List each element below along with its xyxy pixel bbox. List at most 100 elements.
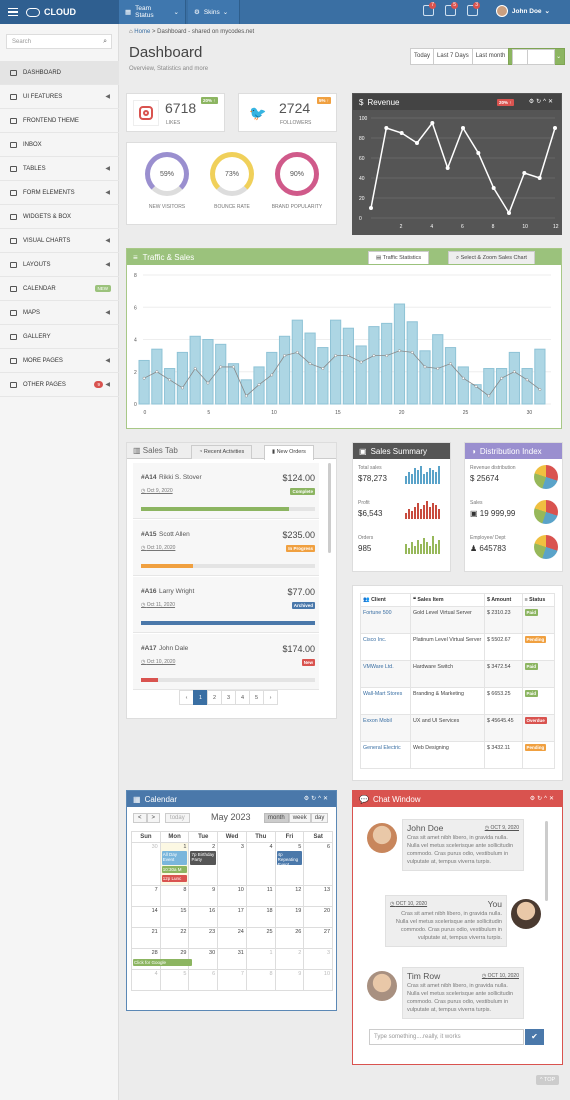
custom-button[interactable]: ▦ Custom ⌄ (508, 48, 566, 65)
calendar-day[interactable]: 26 (274, 927, 305, 949)
brand[interactable]: CLOUD (0, 0, 119, 24)
sidebar-item-layouts[interactable]: LAYOUTS ◀ (0, 253, 119, 277)
calendar-day[interactable]: 10 (303, 969, 334, 991)
calendar-day[interactable]: 5 (159, 969, 190, 991)
sidebar-item-visual-charts[interactable]: VISUAL CHARTS ◀ (0, 229, 119, 253)
messages-icon[interactable]: 5 (445, 2, 458, 16)
calendar-day[interactable]: 20 (303, 906, 334, 928)
calendar-day[interactable]: 5 4p Repeating Event (274, 842, 305, 886)
tab-new-orders[interactable]: ▮ New Orders (264, 445, 314, 460)
gauge-label[interactable]: BRAND POPULARITY (271, 204, 323, 210)
calendar-event[interactable]: 4p Repeating Event (276, 851, 303, 867)
sidebar-item-frontend-theme[interactable]: FRONTEND THEME (0, 109, 119, 133)
sidebar-item-maps[interactable]: MAPS ◀ (0, 301, 119, 325)
send-button[interactable]: ✔ (525, 1029, 544, 1045)
client-link[interactable]: Fortune 500 (360, 606, 411, 634)
notifications-icon[interactable]: 7 (423, 2, 436, 16)
calendar-day[interactable]: 9 (274, 969, 305, 991)
calendar-day[interactable]: 13 (303, 885, 334, 907)
prev-month-button[interactable]: < (133, 813, 147, 823)
order-row[interactable]: #A17 John Dale $174.00 ◷ Oct 10, 2020 New (133, 634, 319, 690)
search-input[interactable]: Search ⌕ (6, 34, 112, 49)
calendar-day[interactable]: 11 (245, 885, 276, 907)
page-4[interactable]: 4 (235, 690, 250, 705)
column-header[interactable]: ❝ Sales Item (410, 593, 485, 607)
calendar-day[interactable]: 22 (159, 927, 190, 949)
calendar-day[interactable]: 30 (188, 948, 219, 970)
tab-zoom-sales[interactable]: ⌕ Select & Zoom Sales Chart (448, 251, 535, 264)
scrollbar[interactable] (328, 463, 331, 553)
today-button[interactable]: today (165, 813, 190, 823)
order-row[interactable]: #A15 Scott Allen $235.00 ◷ Oct 10, 2020 In P… (133, 520, 319, 576)
client-link[interactable]: Exxon Mobil (360, 714, 411, 742)
sidebar-item-widgets-box[interactable]: WIDGETS & BOX (0, 205, 119, 229)
sidebar-item-gallery[interactable]: GALLERY (0, 325, 119, 349)
calendar-day[interactable]: 6 (188, 969, 219, 991)
calendar-event[interactable]: All Day Event (161, 851, 188, 865)
sender-name[interactable]: Tim Row (407, 971, 441, 981)
client-link[interactable]: VMWare Ltd. (360, 660, 411, 688)
sender-name[interactable]: John Doe (407, 823, 444, 833)
calendar-day[interactable]: 7 (217, 969, 247, 991)
panel-tools[interactable]: ⚙↻^✕ (529, 796, 556, 802)
month-view-button[interactable]: month (264, 813, 289, 823)
gauge-label[interactable]: BOUNCE RATE (214, 204, 250, 210)
sidebar-item-dashboard[interactable]: DASHBOARD (0, 61, 119, 85)
calendar-day[interactable]: 8 (159, 885, 190, 907)
panel-tools[interactable]: ⚙↻^✕ (303, 796, 330, 802)
calendar-day[interactable]: 28 Click for Google (131, 948, 192, 970)
user-menu[interactable]: John Doe ⌄ (495, 5, 550, 17)
calendar-day[interactable]: 23 (188, 927, 219, 949)
calendar-day[interactable]: 3 (217, 842, 247, 886)
page-1[interactable]: 1 (193, 690, 208, 705)
page-2[interactable]: 2 (207, 690, 222, 705)
calendar-event[interactable]: Click for Google (133, 959, 192, 966)
sidebar-item-inbox[interactable]: INBOX (0, 133, 119, 157)
tab-traffic-statistics[interactable]: ▤ Traffic Statistics (368, 251, 430, 264)
search-icon[interactable]: ⌕ (103, 38, 107, 45)
tab-recent-activities[interactable]: ◔ Recent Activities (191, 445, 253, 459)
page-6[interactable]: › (263, 690, 278, 705)
calendar-day[interactable]: 10 (217, 885, 247, 907)
chat-input[interactable]: Type something....really, it works (369, 1029, 524, 1045)
calendar-day[interactable]: 9 (188, 885, 219, 907)
calendar-day[interactable]: 4 (131, 969, 161, 991)
calendar-event[interactable]: 12p Lunc (161, 875, 188, 882)
sidebar-item-tables[interactable]: TABLES ◀ (0, 157, 119, 181)
calendar-day[interactable]: 15 (159, 906, 190, 928)
today-button[interactable]: Today (410, 48, 435, 65)
sidebar-item-ui-features[interactable]: UI FEATURES ◀ (0, 85, 119, 109)
sender-name[interactable]: You (487, 899, 502, 909)
week-view-button[interactable]: week (288, 813, 311, 823)
calendar-day[interactable]: 2 (274, 948, 305, 970)
calendar-day[interactable]: 19 (274, 906, 305, 928)
calendar-day[interactable]: 16 (188, 906, 219, 928)
last-month-button[interactable]: Last month (471, 48, 510, 65)
calendar-day[interactable]: 31 (217, 948, 247, 970)
column-header[interactable]: 👥 Client (360, 593, 411, 607)
page-5[interactable]: 5 (249, 690, 264, 705)
next-month-button[interactable]: > (146, 813, 161, 823)
order-row[interactable]: #A16 Larry Wright $77.00 ◷ Oct 11, 2020 Arch… (133, 577, 319, 633)
calendar-day[interactable]: 7 (131, 885, 161, 907)
panel-tools[interactable]: ⚙↻^✕ (528, 99, 555, 105)
back-to-top-button[interactable]: ^ TOP (536, 1075, 560, 1085)
sidebar-item-form-elements[interactable]: FORM ELEMENTS ◀ (0, 181, 119, 205)
breadcrumb-home[interactable]: Home (134, 29, 151, 35)
calendar-day[interactable]: 30 (131, 842, 161, 886)
gauge-label[interactable]: NEW VISITORS (148, 204, 186, 210)
client-link[interactable]: Cisco Inc. (360, 633, 411, 661)
scrollbar[interactable] (545, 821, 548, 901)
calendar-day[interactable]: 3 (303, 948, 334, 970)
calendar-day[interactable]: 21 (131, 927, 161, 949)
sidebar-item-calendar[interactable]: CALENDAR NEW (0, 277, 119, 301)
calendar-day[interactable]: 8 (245, 969, 276, 991)
calendar-day[interactable]: 25 (245, 927, 276, 949)
hamburger-icon[interactable] (8, 6, 18, 19)
order-row[interactable]: #A14 Rikki S. Stover $124.00 ◷ Oct 9, 2020 C… (133, 463, 319, 519)
calendar-day[interactable]: 17 (217, 906, 247, 928)
calendar-day[interactable]: 1 (245, 948, 276, 970)
sidebar-item-other-pages[interactable]: OTHER PAGES 9 ◀ (0, 373, 119, 397)
client-link[interactable]: Wall-Mart Stores (360, 687, 411, 715)
calendar-day[interactable]: 4 (245, 842, 276, 886)
